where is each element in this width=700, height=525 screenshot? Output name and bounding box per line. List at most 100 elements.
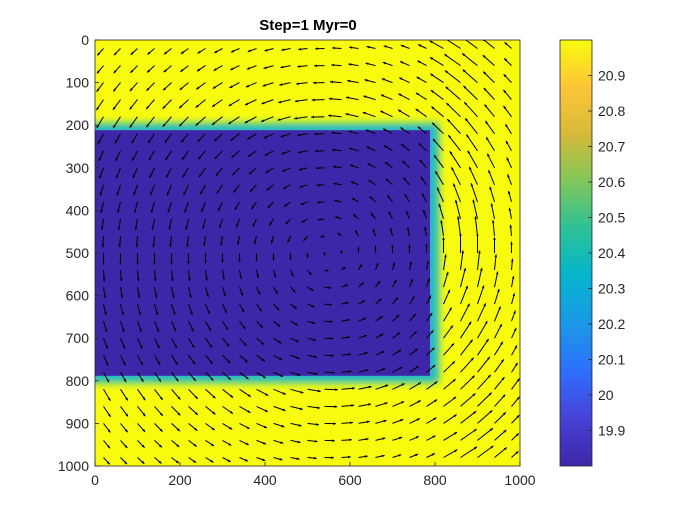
quiver-arrow — [484, 104, 495, 118]
quiver-arrow — [392, 436, 403, 441]
quiver-arrow — [281, 48, 291, 51]
quiver-arrow — [465, 40, 478, 49]
quiver-arrow — [205, 457, 214, 463]
quiver-arrow — [505, 140, 512, 152]
quiver-arrow — [196, 82, 206, 90]
quiver-arrow — [307, 269, 312, 276]
quiver-arrow — [307, 337, 317, 341]
quiver-arrow — [148, 150, 155, 161]
quiver-arrow — [307, 371, 318, 375]
quiver-arrow — [409, 453, 419, 458]
quiver-arrow — [239, 303, 245, 313]
quiver-arrow — [290, 354, 300, 360]
quiver-arrow — [205, 337, 213, 348]
quiver-arrow — [96, 65, 104, 74]
quiver-arrow — [120, 372, 127, 383]
quiver-arrow — [205, 269, 208, 281]
quiver-arrow — [103, 354, 109, 366]
quiver-arrow — [317, 218, 325, 221]
quiver-arrow — [443, 325, 454, 339]
quiver-arrow — [409, 330, 418, 339]
quiver-arrow — [145, 99, 155, 110]
quiver-arrow — [320, 235, 325, 238]
quiver-arrow — [375, 315, 383, 322]
quiver-arrow — [316, 183, 325, 187]
quiver-arrow — [117, 201, 121, 214]
quiver-arrow — [381, 78, 393, 84]
quiver-arrow — [511, 275, 515, 288]
quiver-arrow — [279, 82, 291, 86]
quiver-arrow — [346, 79, 359, 84]
quiver-arrow — [268, 218, 274, 226]
quiver-arrow — [503, 58, 512, 66]
quiver-arrow — [130, 65, 138, 74]
colorbar-gradient — [559, 39, 593, 467]
quiver-arrow — [182, 167, 189, 178]
quiver-arrow — [341, 284, 349, 288]
quiver-arrow — [165, 167, 172, 178]
quiver-arrow — [168, 218, 172, 231]
quiver-arrow — [451, 167, 461, 186]
quiver-arrow — [386, 194, 393, 203]
quiver-arrow — [222, 388, 234, 398]
quiver-arrow — [460, 285, 469, 305]
quiver-arrow — [446, 118, 461, 135]
quiver-arrow — [232, 167, 240, 176]
quiver-arrow — [163, 65, 172, 73]
quiver-arrow — [282, 184, 291, 190]
heatmap-field — [95, 40, 520, 466]
quiver-arrow — [273, 286, 279, 295]
quiver-arrow — [426, 364, 436, 373]
quiver-arrow — [137, 389, 146, 401]
quiver-arrow — [511, 310, 516, 322]
quiver-arrow — [147, 48, 155, 55]
quiver-arrow — [184, 201, 189, 213]
quiver-arrow — [212, 82, 223, 90]
quiver-arrow — [267, 201, 274, 209]
quiver-arrow — [511, 362, 519, 373]
quiver-arrow — [228, 99, 240, 107]
quiver-arrow — [372, 228, 376, 237]
quiver-arrow — [256, 439, 267, 445]
quiver-arrow — [392, 279, 397, 288]
quiver-arrow — [444, 53, 461, 67]
quiver-arrow — [137, 440, 145, 449]
quiver-arrow — [169, 235, 172, 248]
quiver-arrow — [290, 405, 304, 410]
quiver-arrow — [358, 369, 369, 373]
quiver-arrow — [228, 116, 240, 125]
quiver-arrow — [348, 63, 359, 67]
quiver-arrow — [171, 440, 180, 448]
quiver-arrow — [392, 297, 399, 305]
quiver-arrow — [307, 303, 315, 308]
quiver-arrow — [256, 286, 261, 295]
quiver-arrow — [420, 176, 427, 186]
quiver-arrow — [382, 128, 393, 135]
quiver-arrow — [350, 181, 359, 186]
quiver-arrow — [392, 314, 400, 322]
quiver-arrow — [341, 301, 350, 305]
quiver-arrow — [117, 218, 121, 231]
quiver-arrow — [407, 227, 410, 237]
colorbar: 19.9 20 20.1 20.2 20.3 20.4 20.5 20.6 20.7 20.8 20… — [559, 39, 625, 467]
quiver-arrow — [222, 405, 234, 415]
quiver-arrow — [409, 365, 419, 373]
quiver-arrow — [205, 371, 214, 381]
quiver-arrow — [436, 187, 444, 203]
quiver-arrow — [154, 337, 160, 349]
quiver-arrow — [178, 116, 189, 127]
y-tick-label: 300 — [66, 160, 90, 176]
quiver-arrow — [171, 371, 179, 382]
quiver-arrow — [205, 286, 209, 298]
quiver-arrow — [203, 235, 206, 247]
y-tick-label: 1000 — [58, 458, 89, 474]
quiver-arrow — [375, 333, 384, 339]
quiver-arrow — [341, 370, 352, 373]
quiver-arrow — [166, 184, 172, 196]
quiver-arrow — [205, 354, 214, 365]
quiver-arrow — [162, 99, 172, 110]
quiver-arrow — [149, 167, 155, 179]
quiver-arrow — [273, 439, 284, 444]
quiver-arrow — [398, 93, 410, 101]
quiver-arrow — [383, 144, 393, 152]
